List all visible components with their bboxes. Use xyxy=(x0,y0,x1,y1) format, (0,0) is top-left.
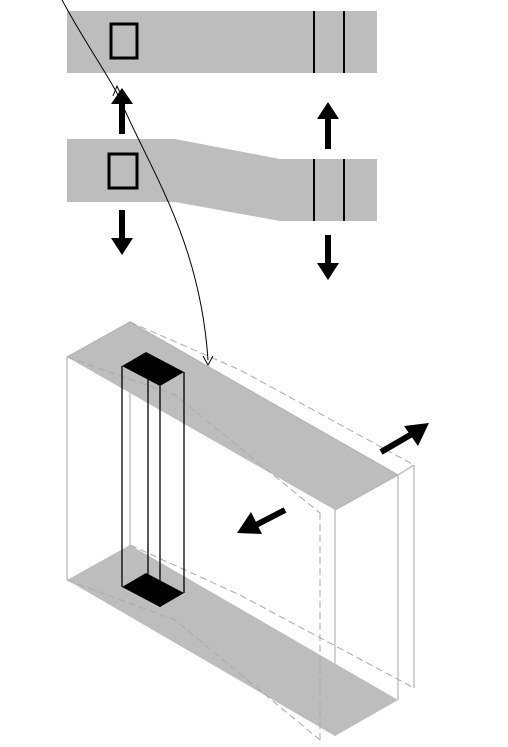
block-group xyxy=(66,321,415,741)
middle-band-group xyxy=(67,139,377,221)
top-band xyxy=(67,11,377,73)
connector-arrowhead-top-icon xyxy=(112,84,122,97)
vertical-prism xyxy=(121,352,185,607)
arrow-diagonal-downleft-icon xyxy=(237,507,287,534)
middle-band-square-marker xyxy=(107,152,139,190)
connector-arrowhead-block-icon xyxy=(202,355,214,367)
block-dashed-top-b xyxy=(66,356,321,514)
arrow-up-right-icon xyxy=(317,102,339,149)
prism-bottom-cap xyxy=(122,573,184,607)
block-top-face xyxy=(67,322,398,510)
arrow-diagonal-upright-icon xyxy=(379,423,429,455)
block-bottom-face xyxy=(67,545,398,736)
top-band-square-marker xyxy=(109,22,139,60)
top-band-group xyxy=(67,11,377,73)
arrow-down-right-icon xyxy=(317,235,339,280)
arrow-up-left-icon xyxy=(111,88,133,134)
arrow-down-left-icon xyxy=(111,210,133,255)
block-dashed-bottom-b xyxy=(66,579,321,741)
curved-connector xyxy=(61,0,209,361)
prism-top-cap xyxy=(122,352,184,386)
middle-band xyxy=(67,139,377,221)
band-arrows xyxy=(111,88,339,280)
block-top-outline xyxy=(66,321,415,511)
